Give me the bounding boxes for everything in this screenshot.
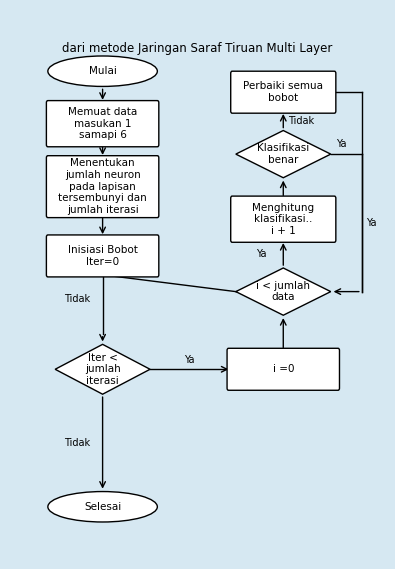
Text: Ya: Ya [184, 355, 194, 365]
Text: Perbaiki semua
bobot: Perbaiki semua bobot [243, 81, 323, 103]
FancyBboxPatch shape [231, 196, 336, 242]
FancyBboxPatch shape [46, 101, 159, 147]
FancyBboxPatch shape [231, 71, 336, 113]
Text: Tidak: Tidak [288, 116, 314, 126]
Text: Mulai: Mulai [88, 66, 117, 76]
FancyBboxPatch shape [46, 156, 159, 217]
Text: Ya: Ya [337, 139, 347, 149]
Text: i < jumlah
data: i < jumlah data [256, 281, 310, 302]
Text: Menghitung
klasifikasi..
i + 1: Menghitung klasifikasi.. i + 1 [252, 203, 314, 236]
Polygon shape [236, 130, 331, 178]
FancyBboxPatch shape [227, 348, 339, 390]
Text: Iter <
jumlah
iterasi: Iter < jumlah iterasi [85, 353, 120, 386]
Ellipse shape [48, 56, 157, 86]
Polygon shape [236, 268, 331, 315]
Text: Ya: Ya [366, 218, 376, 228]
Text: i =0: i =0 [273, 364, 294, 374]
Text: Klasifikasi
benar: Klasifikasi benar [257, 143, 309, 165]
Text: Selesai: Selesai [84, 502, 121, 512]
Text: Tidak: Tidak [64, 438, 90, 448]
Ellipse shape [48, 492, 157, 522]
Text: Inisiasi Bobot
Iter=0: Inisiasi Bobot Iter=0 [68, 245, 137, 267]
FancyBboxPatch shape [46, 235, 159, 277]
Text: Tidak: Tidak [64, 294, 90, 304]
Text: Ya: Ya [256, 249, 267, 259]
Polygon shape [55, 344, 150, 394]
Text: dari metode Jaringan Saraf Tiruan Multi Layer: dari metode Jaringan Saraf Tiruan Multi … [62, 42, 333, 55]
Text: Memuat data
masukan 1
samapi 6: Memuat data masukan 1 samapi 6 [68, 107, 137, 141]
Text: Menentukan
jumlah neuron
pada lapisan
tersembunyi dan
jumlah iterasi: Menentukan jumlah neuron pada lapisan te… [58, 158, 147, 215]
